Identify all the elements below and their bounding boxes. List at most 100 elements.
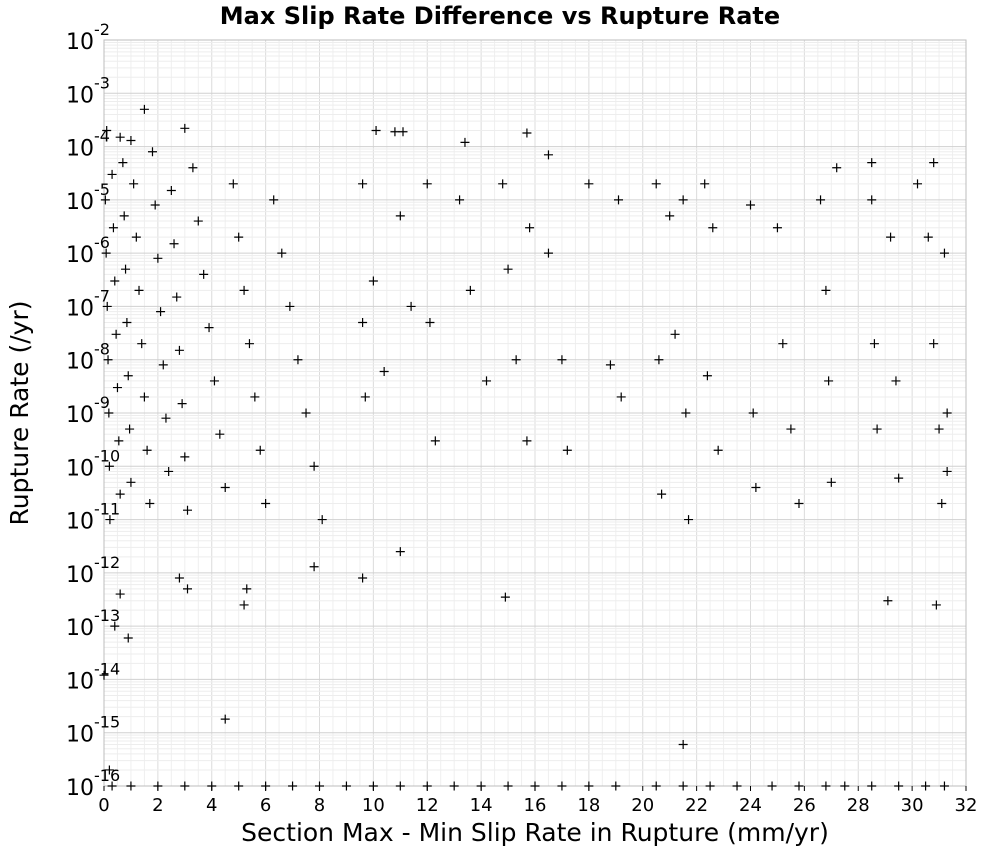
data-point — [772, 223, 782, 233]
data-point — [183, 584, 193, 594]
y-tick-label: 10-7 — [66, 286, 110, 321]
data-point — [816, 195, 826, 205]
x-tick-label: 8 — [314, 795, 325, 816]
data-point — [422, 179, 432, 189]
data-point — [465, 285, 475, 295]
data-point — [119, 211, 129, 221]
data-point — [732, 781, 742, 791]
data-point — [110, 276, 120, 286]
x-tick-label: 22 — [685, 795, 708, 816]
data-point — [150, 200, 160, 210]
data-point — [309, 461, 319, 471]
data-point — [99, 670, 109, 680]
data-point — [285, 301, 295, 311]
data-point — [145, 499, 155, 509]
data-point — [147, 147, 157, 157]
data-point — [158, 360, 168, 370]
data-point — [371, 126, 381, 136]
data-point — [360, 392, 370, 402]
x-axis-ticks: 0 2 4 6 8 10 12 14 16 18 20 22 24 26 28 30 32 — [98, 786, 977, 816]
data-point — [867, 195, 877, 205]
data-point — [678, 781, 688, 791]
data-point — [115, 589, 125, 599]
data-point — [174, 573, 184, 583]
x-axis-label: Section Max - Min Slip Rate in Rupture (… — [241, 818, 829, 847]
y-tick-label: 10-3 — [66, 73, 110, 108]
data-point — [651, 781, 661, 791]
data-point — [886, 232, 896, 242]
data-point — [522, 128, 532, 138]
data-point — [341, 781, 351, 791]
data-point — [107, 169, 117, 179]
data-point — [460, 137, 470, 147]
data-point — [482, 376, 492, 386]
data-point — [395, 781, 405, 791]
data-point — [931, 600, 941, 610]
data-point — [684, 515, 694, 525]
data-point — [503, 781, 513, 791]
data-point — [713, 445, 723, 455]
y-tick-label: 10-11 — [66, 500, 120, 535]
data-point — [614, 195, 624, 205]
y-tick-label: 10-14 — [66, 659, 120, 694]
data-point — [110, 621, 120, 631]
data-point — [921, 781, 931, 791]
data-point — [929, 158, 939, 168]
data-point — [114, 436, 124, 446]
data-point — [228, 179, 238, 189]
data-point — [174, 345, 184, 355]
data-point — [939, 781, 949, 791]
data-point — [112, 383, 122, 393]
data-point — [702, 371, 712, 381]
data-point — [134, 285, 144, 295]
data-point — [406, 301, 416, 311]
data-point — [395, 547, 405, 557]
data-point — [934, 424, 944, 434]
data-point — [500, 592, 510, 602]
x-tick-label: 28 — [847, 795, 870, 816]
data-point — [821, 781, 831, 791]
data-point — [269, 195, 279, 205]
data-point — [103, 355, 113, 365]
data-point — [525, 223, 535, 233]
y-tick-label: 10-8 — [66, 340, 110, 375]
x-tick-label: 4 — [206, 795, 217, 816]
data-point — [708, 223, 718, 233]
data-point — [100, 195, 110, 205]
y-axis-ticks: 10-2 10-3 10-4 10-5 10-6 10-7 10-8 10-9 10-10 10-… — [66, 20, 120, 801]
data-point — [129, 179, 139, 189]
data-point — [840, 781, 850, 791]
data-point — [605, 360, 615, 370]
data-point — [826, 477, 836, 487]
data-point — [657, 489, 667, 499]
data-point — [511, 355, 521, 365]
data-point — [430, 436, 440, 446]
data-point — [125, 424, 135, 434]
data-point — [503, 264, 513, 274]
data-point — [821, 285, 831, 295]
data-point — [220, 482, 230, 492]
data-point — [872, 424, 882, 434]
data-point — [234, 781, 244, 791]
data-point — [894, 781, 904, 791]
x-tick-label: 16 — [524, 795, 547, 816]
data-point — [215, 429, 225, 439]
data-point — [678, 195, 688, 205]
data-point — [929, 339, 939, 349]
data-point — [543, 150, 553, 160]
data-point — [498, 179, 508, 189]
data-point — [180, 781, 190, 791]
data-point — [358, 317, 368, 327]
data-point — [234, 232, 244, 242]
data-point — [651, 179, 661, 189]
data-point — [786, 424, 796, 434]
x-tick-label: 20 — [631, 795, 654, 816]
data-point — [121, 264, 131, 274]
data-point — [105, 515, 115, 525]
data-point — [142, 445, 152, 455]
data-point — [455, 195, 465, 205]
data-point — [137, 339, 147, 349]
data-point — [425, 317, 435, 327]
x-tick-label: 0 — [98, 795, 109, 816]
